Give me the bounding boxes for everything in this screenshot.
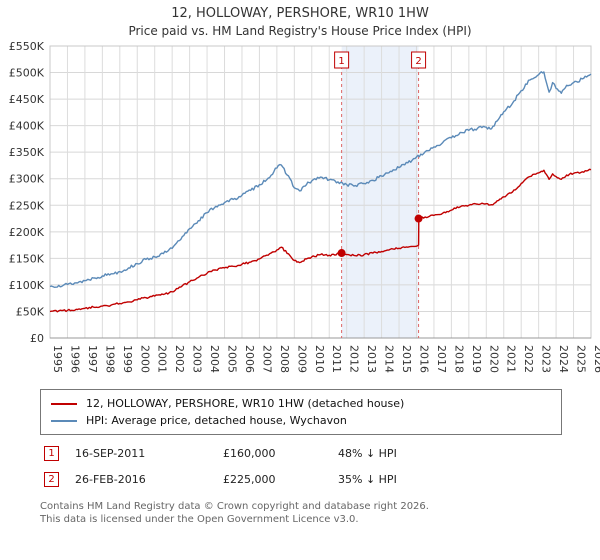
y-tick-label: £450K [9, 93, 45, 106]
x-tick-label: 2012 [348, 345, 361, 373]
sale-flag-number: 2 [415, 56, 421, 67]
x-tick-label: 2019 [470, 345, 483, 373]
y-tick-label: £300K [9, 173, 45, 186]
y-tick-label: £400K [9, 120, 45, 133]
chart-header: 12, HOLLOWAY, PERSHORE, WR10 1HW Price p… [0, 0, 600, 38]
x-tick-label: 2025 [575, 345, 588, 373]
y-tick-label: £100K [9, 279, 45, 292]
annotation-price: £225,000 [223, 473, 276, 486]
x-tick-label: 1995 [51, 345, 64, 373]
annotation-price: £160,000 [223, 447, 276, 460]
y-tick-label: £350K [9, 146, 45, 159]
x-tick-label: 2018 [452, 345, 465, 373]
annotation-number: 2 [44, 472, 59, 487]
x-tick-label: 2002 [173, 345, 186, 373]
x-tick-label: 2014 [383, 345, 396, 373]
annotation-number: 1 [44, 446, 59, 461]
y-tick-label: £200K [9, 226, 45, 239]
series-line [49, 168, 592, 313]
x-tick-label: 1998 [103, 345, 116, 373]
page-subtitle: Price paid vs. HM Land Registry's House … [128, 24, 472, 38]
footer: Contains HM Land Registry data © Crown c… [40, 500, 600, 526]
annotations: 1 16-SEP-2011 £160,000 48% ↓ HPI 2 26-FEB-201… [0, 446, 600, 487]
x-tick-label: 2017 [435, 345, 448, 373]
x-tick-label: 2023 [540, 345, 553, 373]
sale-flag-box [334, 51, 350, 69]
x-tick-label: 2006 [243, 345, 256, 373]
y-tick-label: £50K [16, 305, 45, 318]
sale-flag-box [411, 51, 427, 69]
x-tick-label: 2009 [295, 345, 308, 373]
x-tick-label: 2020 [487, 345, 500, 373]
y-tick-label: £0 [30, 332, 44, 345]
legend-swatch [51, 402, 77, 405]
x-tick-label: 2004 [208, 345, 221, 373]
x-tick-label: 1996 [68, 345, 81, 373]
annotation-hpi-diff: 48% ↓ HPI [338, 447, 397, 460]
annotation-date: 26-FEB-2016 [75, 473, 146, 486]
annotation-hpi-diff: 35% ↓ HPI [338, 473, 397, 486]
legend-label: 12, HOLLOWAY, PERSHORE, WR10 1HW (detach… [86, 397, 405, 410]
y-tick-label: £150K [9, 252, 45, 265]
page-title: 12, HOLLOWAY, PERSHORE, WR10 1HW [171, 6, 429, 21]
sale-flag-number: 1 [338, 56, 344, 67]
legend-item: HPI: Average price, detached house, Wych… [51, 412, 551, 429]
x-tick-label: 2011 [330, 345, 343, 373]
plot-border [49, 45, 592, 339]
x-tick-label: 2013 [365, 345, 378, 373]
x-tick-label: 2026 [592, 345, 600, 373]
x-tick-label: 2022 [522, 345, 535, 373]
legend-swatch [51, 419, 77, 422]
series-line [49, 71, 592, 288]
x-tick-label: 2021 [505, 345, 518, 373]
shaded-region [341, 46, 419, 338]
legend-label: HPI: Average price, detached house, Wych… [86, 414, 347, 427]
footer-line2: This data is licensed under the Open Gov… [40, 514, 359, 525]
x-tick-label: 2001 [156, 345, 169, 373]
x-tick-label: 2016 [417, 345, 430, 373]
legend: 12, HOLLOWAY, PERSHORE, WR10 1HW (detach… [40, 389, 562, 435]
x-tick-label: 2000 [138, 345, 151, 373]
x-tick-label: 2007 [260, 345, 273, 373]
annotation-row: 1 16-SEP-2011 £160,000 48% ↓ HPI [44, 446, 600, 461]
x-tick-label: 2010 [313, 345, 326, 373]
legend-item: 12, HOLLOWAY, PERSHORE, WR10 1HW (detach… [51, 395, 551, 412]
annotation-row: 2 26-FEB-2016 £225,000 35% ↓ HPI [44, 472, 600, 487]
x-tick-label: 1997 [86, 345, 99, 373]
y-tick-label: £500K [9, 67, 45, 80]
x-tick-label: 2024 [557, 345, 570, 373]
x-tick-label: 2005 [226, 345, 239, 373]
price-chart-svg: £0 £50K £100K £150K £200K £250K £300K £350K £400… [9, 40, 600, 373]
x-tick-label: 2008 [278, 345, 291, 373]
sale-point [337, 249, 346, 258]
sale-point [414, 214, 423, 223]
y-tick-label: £250K [9, 199, 45, 212]
footer-line1: Contains HM Land Registry data © Crown c… [40, 501, 429, 512]
x-tick-label: 1999 [121, 345, 134, 373]
x-tick-label: 2003 [191, 345, 204, 373]
y-tick-label: £550K [9, 40, 45, 53]
x-tick-label: 2015 [400, 345, 413, 373]
annotation-date: 16-SEP-2011 [75, 447, 146, 460]
